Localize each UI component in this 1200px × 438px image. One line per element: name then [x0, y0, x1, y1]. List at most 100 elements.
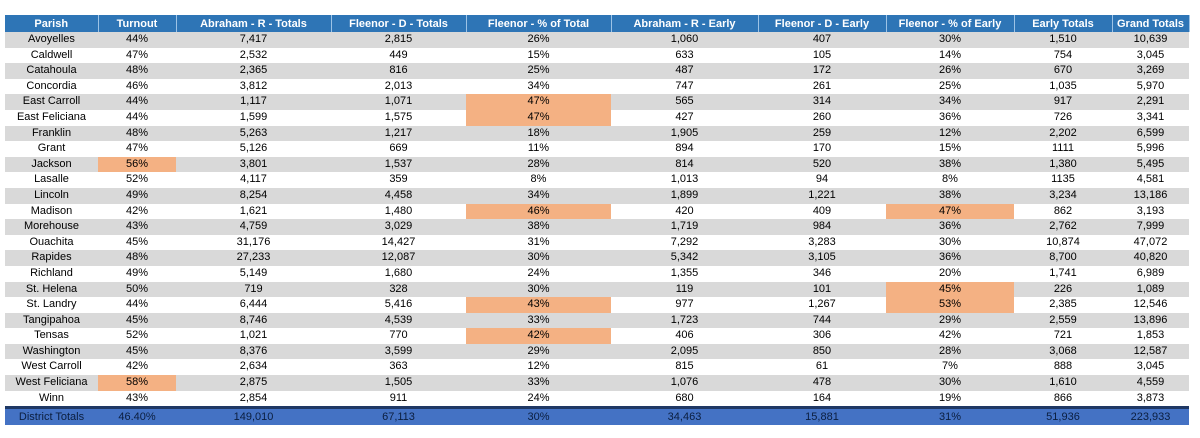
cell-early-totals: 3,068	[1014, 343, 1112, 360]
table-body: Avoyelles 44% 7,417 2,815 26% 1,060 407 30% 1,51…	[5, 32, 1189, 408]
cell-fleenor-early: 105	[758, 47, 886, 64]
cell-fleenor-pct-early: 45%	[886, 281, 1014, 298]
header-parish: Parish	[5, 15, 99, 32]
cell-turnout: 47%	[98, 47, 176, 64]
cell-fleenor-early: 744	[758, 312, 886, 329]
cell-turnout: 52%	[98, 172, 176, 188]
cell-abraham-early: 814	[611, 156, 758, 173]
totals-turnout: 46.40%	[98, 406, 176, 426]
cell-fleenor-pct-total: 29%	[466, 343, 611, 360]
cell-grand-totals: 10,639	[1112, 32, 1189, 48]
cell-abraham-totals: 27,233	[176, 250, 331, 266]
cell-grand-totals: 40,820	[1112, 250, 1189, 266]
cell-abraham-totals: 3,812	[176, 78, 331, 95]
totals-label: District Totals	[5, 406, 98, 426]
cell-turnout: 48%	[98, 125, 176, 142]
totals-early: 51,936	[1014, 406, 1112, 426]
table-row: St. Helena 50% 719 328 30% 119 101 45% 226 1,089	[5, 281, 1189, 298]
cell-turnout: 43%	[98, 219, 176, 235]
cell-turnout: 58%	[98, 375, 176, 391]
cell-parish: Richland	[5, 265, 98, 282]
cell-abraham-totals: 2,854	[176, 390, 331, 408]
cell-early-totals: 2,762	[1014, 219, 1112, 235]
cell-fleenor-pct-total: 28%	[466, 156, 611, 173]
cell-abraham-early: 1,719	[611, 219, 758, 235]
table-row: Richland 49% 5,149 1,680 24% 1,355 346 20% 1,741…	[5, 265, 1189, 282]
cell-abraham-early: 5,342	[611, 250, 758, 266]
cell-grand-totals: 13,896	[1112, 312, 1189, 329]
cell-grand-totals: 4,559	[1112, 375, 1189, 391]
cell-parish: Washington	[5, 343, 98, 360]
cell-abraham-totals: 1,021	[176, 328, 331, 344]
cell-turnout: 47%	[98, 141, 176, 157]
cell-fleenor-totals: 328	[331, 281, 466, 298]
cell-abraham-totals: 8,376	[176, 343, 331, 360]
cell-turnout: 44%	[98, 297, 176, 313]
cell-early-totals: 2,202	[1014, 125, 1112, 142]
cell-abraham-totals: 5,149	[176, 265, 331, 282]
cell-fleenor-early: 409	[758, 203, 886, 220]
cell-fleenor-pct-total: 15%	[466, 47, 611, 64]
cell-fleenor-pct-total: 26%	[466, 32, 611, 48]
table-row: Lasalle 52% 4,117 359 8% 1,013 94 8% 1135 4,581	[5, 172, 1189, 188]
header-grand-totals: Grand Totals	[1112, 15, 1190, 32]
cell-fleenor-totals: 5,416	[331, 297, 466, 313]
cell-fleenor-pct-early: 29%	[886, 312, 1014, 329]
cell-parish: West Carroll	[5, 359, 98, 376]
cell-early-totals: 10,874	[1014, 234, 1112, 251]
cell-abraham-early: 680	[611, 390, 758, 408]
cell-parish: Ouachita	[5, 234, 98, 251]
cell-fleenor-pct-early: 42%	[886, 328, 1014, 344]
cell-fleenor-pct-total: 8%	[466, 172, 611, 188]
cell-fleenor-totals: 1,480	[331, 203, 466, 220]
cell-early-totals: 1,510	[1014, 32, 1112, 48]
table-row: Rapides 48% 27,233 12,087 30% 5,342 3,105 36% 8,…	[5, 250, 1189, 266]
cell-parish: Winn	[5, 390, 98, 408]
cell-abraham-totals: 2,365	[176, 63, 331, 79]
cell-fleenor-early: 984	[758, 219, 886, 235]
cell-turnout: 43%	[98, 390, 176, 408]
cell-fleenor-pct-total: 47%	[466, 109, 611, 126]
cell-abraham-totals: 3,801	[176, 156, 331, 173]
cell-abraham-totals: 31,176	[176, 234, 331, 251]
table-row: Madison 42% 1,621 1,480 46% 420 409 47% 862 3,193	[5, 203, 1189, 220]
cell-grand-totals: 1,853	[1112, 328, 1189, 344]
cell-turnout: 50%	[98, 281, 176, 298]
table-row: East Feliciana 44% 1,599 1,575 47% 427 260 36% 7…	[5, 109, 1189, 126]
cell-grand-totals: 3,045	[1112, 359, 1189, 376]
results-table: Parish Turnout Abraham - R - Totals Flee…	[5, 15, 1190, 426]
header-early-totals: Early Totals	[1014, 15, 1113, 32]
cell-abraham-totals: 8,746	[176, 312, 331, 329]
cell-parish: Jackson	[5, 156, 98, 173]
cell-grand-totals: 3,045	[1112, 47, 1189, 64]
cell-fleenor-pct-total: 24%	[466, 390, 611, 408]
cell-fleenor-pct-early: 14%	[886, 47, 1014, 64]
cell-fleenor-pct-early: 7%	[886, 359, 1014, 376]
cell-fleenor-totals: 1,071	[331, 94, 466, 110]
cell-abraham-early: 565	[611, 94, 758, 110]
header-fleenor-totals: Fleenor - D - Totals	[331, 15, 467, 32]
cell-fleenor-early: 520	[758, 156, 886, 173]
cell-early-totals: 8,700	[1014, 250, 1112, 266]
cell-fleenor-early: 259	[758, 125, 886, 142]
cell-abraham-early: 1,060	[611, 32, 758, 48]
cell-fleenor-pct-total: 11%	[466, 141, 611, 157]
table-row: Lincoln 49% 8,254 4,458 34% 1,899 1,221 38% 3,23…	[5, 187, 1189, 204]
table-row: Tensas 52% 1,021 770 42% 406 306 42% 721 1,853	[5, 328, 1189, 344]
header-row: Parish Turnout Abraham - R - Totals Flee…	[5, 15, 1190, 32]
cell-early-totals: 754	[1014, 47, 1112, 64]
cell-fleenor-early: 306	[758, 328, 886, 344]
table-row: Tangipahoa 45% 8,746 4,539 33% 1,723 744 29% 2,5…	[5, 312, 1189, 329]
cell-turnout: 48%	[98, 63, 176, 79]
cell-fleenor-pct-total: 24%	[466, 265, 611, 282]
cell-turnout: 44%	[98, 109, 176, 126]
cell-grand-totals: 7,999	[1112, 219, 1189, 235]
cell-grand-totals: 6,599	[1112, 125, 1189, 142]
cell-fleenor-early: 346	[758, 265, 886, 282]
table-row: Jackson 56% 3,801 1,537 28% 814 520 38% 1,380 5,4…	[5, 156, 1189, 173]
cell-early-totals: 1111	[1014, 141, 1112, 157]
cell-grand-totals: 12,587	[1112, 343, 1189, 360]
cell-fleenor-totals: 14,427	[331, 234, 466, 251]
cell-abraham-totals: 5,263	[176, 125, 331, 142]
cell-abraham-totals: 2,634	[176, 359, 331, 376]
